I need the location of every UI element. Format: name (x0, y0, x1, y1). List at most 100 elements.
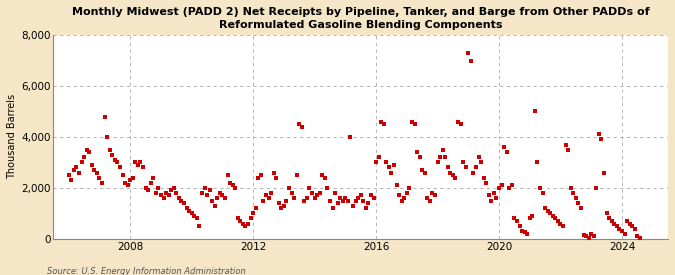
Point (634, 235, 645, 240)
Point (81, 147, 92, 152)
Point (99, 114, 110, 119)
Point (616, 229, 627, 233)
Point (376, 119, 387, 124)
Point (355, 193, 366, 198)
Point (509, 216, 520, 221)
Point (255, 173, 266, 177)
Point (276, 206, 287, 210)
Point (306, 191, 317, 195)
Point (176, 198, 187, 203)
Point (583, 235, 594, 240)
Point (142, 188, 153, 192)
Point (227, 183, 238, 188)
Point (606, 219, 617, 223)
Point (512, 219, 522, 223)
Point (145, 181, 156, 185)
Point (289, 196, 300, 200)
Point (140, 186, 151, 190)
Point (161, 191, 171, 195)
Point (468, 170, 479, 175)
Point (601, 211, 612, 216)
Point (537, 191, 548, 195)
Point (105, 147, 115, 152)
Point (353, 196, 364, 200)
Point (130, 160, 141, 165)
Point (153, 186, 164, 190)
Point (184, 208, 194, 213)
Point (547, 214, 558, 218)
Point (529, 109, 540, 114)
Point (327, 206, 338, 210)
Point (358, 198, 369, 203)
Point (215, 191, 225, 195)
Point (458, 160, 468, 165)
Point (437, 147, 448, 152)
Point (527, 214, 538, 218)
Point (151, 191, 161, 195)
Point (281, 198, 292, 203)
Point (122, 183, 133, 188)
Point (71, 165, 82, 170)
Point (514, 224, 525, 228)
Point (476, 160, 487, 165)
Point (279, 204, 290, 208)
Point (502, 150, 512, 154)
Point (389, 163, 400, 167)
Point (414, 155, 425, 160)
Point (473, 155, 484, 160)
Point (338, 198, 348, 203)
Point (342, 198, 353, 203)
Point (540, 206, 551, 210)
Point (586, 232, 597, 236)
Point (79, 155, 90, 160)
Point (102, 135, 113, 139)
Point (219, 196, 230, 200)
Point (399, 196, 410, 200)
Point (466, 58, 477, 63)
Point (560, 142, 571, 147)
Point (250, 206, 261, 210)
Point (168, 186, 179, 190)
Point (381, 160, 392, 165)
Point (599, 170, 610, 175)
Point (432, 160, 443, 165)
Point (442, 165, 453, 170)
Point (479, 175, 489, 180)
Point (373, 155, 384, 160)
Point (348, 204, 358, 208)
Point (612, 224, 622, 228)
Point (483, 193, 494, 198)
Point (284, 186, 294, 190)
Point (573, 201, 584, 205)
Point (622, 219, 632, 223)
Point (558, 224, 568, 228)
Point (596, 137, 607, 142)
Point (491, 196, 502, 200)
Point (568, 191, 578, 195)
Point (253, 175, 264, 180)
Point (302, 196, 313, 200)
Point (345, 135, 356, 139)
Point (402, 191, 412, 195)
Point (392, 183, 402, 188)
Point (386, 170, 397, 175)
Point (271, 175, 281, 180)
Point (481, 181, 491, 185)
Point (619, 232, 630, 236)
Point (570, 196, 581, 200)
Point (207, 198, 217, 203)
Title: Monthly Midwest (PADD 2) Net Receipts by Pipeline, Tanker, and Barge from Other : Monthly Midwest (PADD 2) Net Receipts by… (72, 7, 649, 30)
Point (245, 216, 256, 221)
Point (535, 186, 545, 190)
Point (97, 181, 107, 185)
Point (166, 188, 177, 192)
Point (445, 170, 456, 175)
Point (294, 122, 304, 127)
Point (309, 196, 320, 200)
Point (258, 198, 269, 203)
Point (363, 201, 374, 205)
Point (181, 206, 192, 210)
Point (209, 204, 220, 208)
Point (486, 198, 497, 203)
Point (499, 145, 510, 149)
